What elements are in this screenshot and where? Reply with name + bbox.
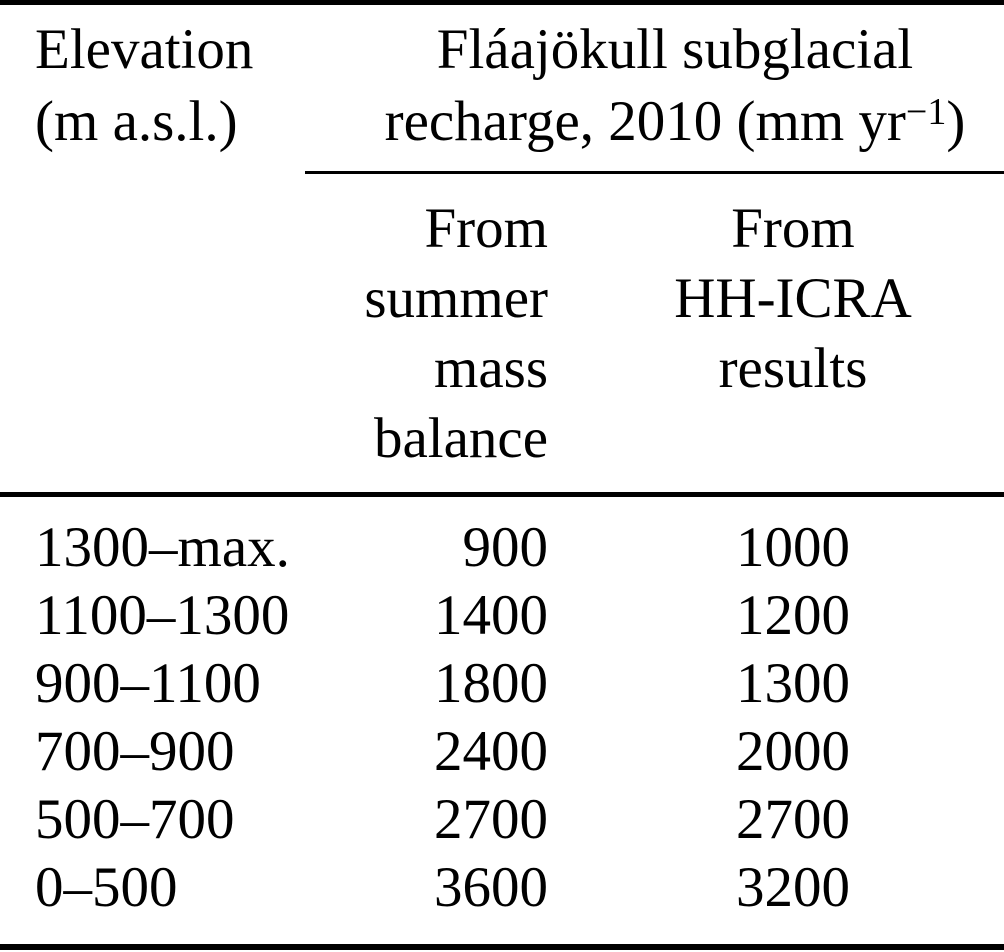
elevation-cell: 500–700 (35, 788, 235, 851)
subheader-col3-line1: From (731, 197, 855, 260)
recharge-span-header-line2: recharge, 2010 (mm yr−1) (346, 86, 1004, 158)
elevation-cell: 1300–max. (35, 516, 290, 579)
table-body: 1300–max. 900 1000 1100–1300 1400 1200 9… (0, 514, 1004, 922)
hh-icra-cell: 1000 (736, 516, 850, 579)
hh-icra-subheader: From HH-ICRA results (582, 194, 1004, 404)
subheader-col3-line3: results (718, 337, 868, 400)
elevation-cell: 700–900 (35, 720, 235, 783)
table-bottom-rule (0, 944, 1004, 950)
elevation-column-header: Elevation (m a.s.l.) (35, 14, 253, 158)
table-top-rule (0, 0, 1004, 5)
subheader-col2-line1: From (424, 197, 548, 260)
hh-icra-cell: 2700 (736, 788, 850, 851)
hh-icra-cell: 1200 (736, 584, 850, 647)
elevation-cell: 0–500 (35, 856, 178, 919)
hh-icra-cell: 3200 (736, 856, 850, 919)
elevation-cell: 1100–1300 (35, 584, 290, 647)
hh-icra-cell: 1300 (736, 652, 850, 715)
span-header-underline-rule (305, 171, 1004, 174)
recharge-span-header: Fláajökull subglacial recharge, 2010 (mm… (346, 14, 1004, 158)
summer-mass-balance-cell: 900 (462, 516, 549, 579)
hh-icra-cell: 2000 (736, 720, 850, 783)
elevation-cell: 900–1100 (35, 652, 261, 715)
recharge-span-header-line1: Fláajökull subglacial (436, 18, 914, 81)
subheader-col2-line2: summer (364, 267, 548, 330)
summer-mass-balance-cell: 2400 (434, 720, 548, 783)
recharge-unit-suffix: ) (946, 90, 966, 153)
summer-mass-balance-subheader: From summer mass balance (300, 194, 548, 474)
summer-mass-balance-cell: 1800 (434, 652, 548, 715)
summer-mass-balance-cell: 3600 (434, 856, 548, 919)
elevation-header-line2: (m a.s.l.) (35, 90, 238, 153)
subheader-col2-line3: mass (434, 337, 548, 400)
recharge-unit-exponent: −1 (905, 91, 947, 134)
header-body-divider-rule (0, 492, 1004, 497)
subheader-col3-line2: HH-ICRA (674, 267, 912, 330)
summer-mass-balance-cell: 2700 (434, 788, 548, 851)
recharge-unit-prefix: recharge, 2010 (mm yr (384, 90, 906, 153)
elevation-header-line1: Elevation (35, 18, 254, 81)
subheader-col2-line4: balance (373, 407, 548, 470)
summer-mass-balance-cell: 1400 (434, 584, 548, 647)
